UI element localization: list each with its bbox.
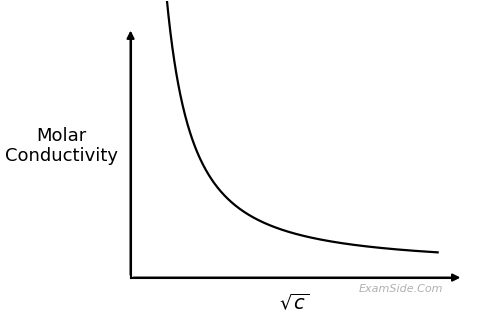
Text: $\sqrt{c}$: $\sqrt{c}$ <box>279 292 309 313</box>
Text: ExamSide.Com: ExamSide.Com <box>358 284 443 295</box>
Text: Molar
Conductivity: Molar Conductivity <box>5 127 118 166</box>
